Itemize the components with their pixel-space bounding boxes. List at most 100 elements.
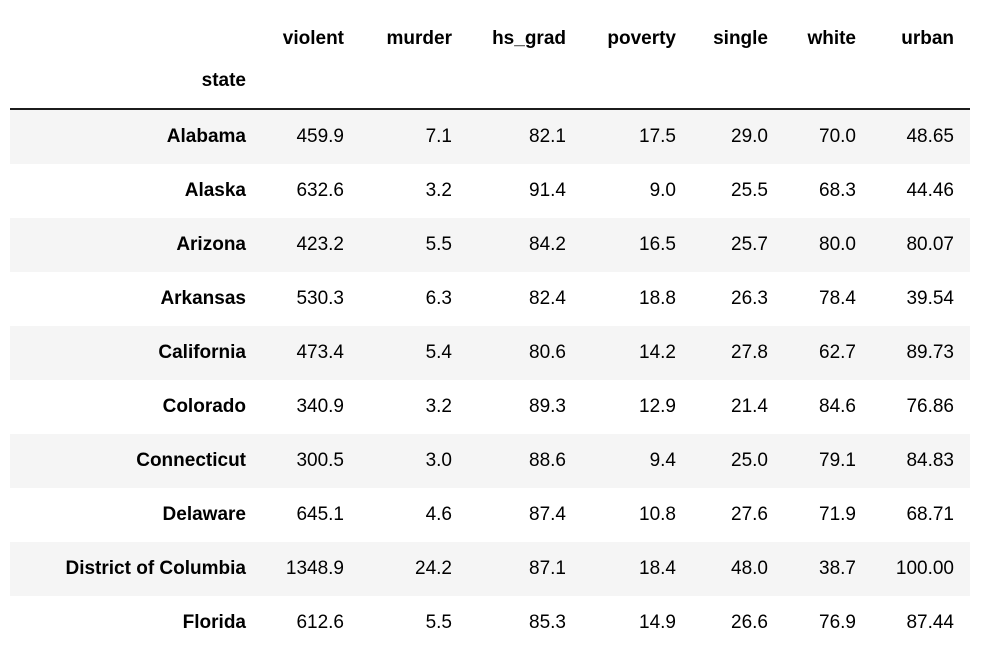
table-row: California 473.4 5.4 80.6 14.2 27.8 62.7 89.73 <box>10 326 970 380</box>
cell: 25.7 <box>731 234 768 255</box>
column-header: single <box>713 28 768 49</box>
cell: 84.6 <box>819 396 856 417</box>
column-header: hs_grad <box>492 28 566 49</box>
index-name-row: state <box>10 64 970 110</box>
column-header: violent <box>282 28 344 49</box>
cell: 87.4 <box>529 504 566 525</box>
table-row: Alabama 459.9 7.1 82.1 17.5 29.0 70.0 48.65 <box>10 109 970 164</box>
table-row: Florida 612.6 5.5 85.3 14.9 26.6 76.9 87.44 <box>10 596 970 650</box>
cell: 76.9 <box>819 612 856 633</box>
row-label: Colorado <box>162 396 246 417</box>
cell: 21.4 <box>731 396 768 417</box>
index-name-label: state <box>10 64 262 110</box>
header-spacer <box>262 64 360 110</box>
cell: 17.5 <box>639 126 676 147</box>
cell: 9.4 <box>649 450 676 471</box>
row-label: Connecticut <box>136 450 246 471</box>
state-crime-table: violent murder hs_grad poverty single white ur… <box>10 10 970 650</box>
row-label: District of Columbia <box>65 558 246 579</box>
cell: 44.46 <box>906 180 954 201</box>
table-row: Colorado 340.9 3.2 89.3 12.9 21.4 84.6 76.86 <box>10 380 970 434</box>
header-spacer <box>468 64 582 110</box>
table-row: Alaska 632.6 3.2 91.4 9.0 25.5 68.3 44.46 <box>10 164 970 218</box>
cell: 4.6 <box>425 504 452 525</box>
cell: 89.3 <box>529 396 566 417</box>
cell: 3.2 <box>425 396 452 417</box>
cell: 5.5 <box>425 612 452 633</box>
cell: 84.2 <box>529 234 566 255</box>
cell: 39.54 <box>906 288 954 309</box>
cell: 473.4 <box>296 342 344 363</box>
cell: 1348.9 <box>285 558 344 579</box>
cell: 26.6 <box>731 612 768 633</box>
table-row: District of Columbia 1348.9 24.2 87.1 18.4 48… <box>10 542 970 596</box>
table-header: violent murder hs_grad poverty single white ur… <box>10 10 970 110</box>
cell: 38.7 <box>819 558 856 579</box>
table-row: Arkansas 530.3 6.3 82.4 18.8 26.3 78.4 39.54 <box>10 272 970 326</box>
cell: 5.5 <box>425 234 452 255</box>
cell: 632.6 <box>296 180 344 201</box>
dataframe-output: violent murder hs_grad poverty single white ur… <box>10 10 970 650</box>
row-label: Delaware <box>162 504 246 525</box>
cell: 12.9 <box>639 396 676 417</box>
cell: 27.6 <box>731 504 768 525</box>
cell: 9.0 <box>649 180 676 201</box>
header-spacer <box>872 64 970 110</box>
cell: 80.0 <box>819 234 856 255</box>
cell: 84.83 <box>906 450 954 471</box>
cell: 79.1 <box>819 450 856 471</box>
cell: 16.5 <box>639 234 676 255</box>
row-label: Arizona <box>176 234 246 255</box>
table-body: Alabama 459.9 7.1 82.1 17.5 29.0 70.0 48.65 Alas… <box>10 109 970 650</box>
cell: 91.4 <box>529 180 566 201</box>
row-label: Alabama <box>166 126 246 147</box>
cell: 71.9 <box>819 504 856 525</box>
cell: 80.07 <box>906 234 954 255</box>
cell: 24.2 <box>415 558 452 579</box>
cell: 25.5 <box>731 180 768 201</box>
cell: 88.6 <box>529 450 566 471</box>
cell: 18.8 <box>639 288 676 309</box>
cell: 78.4 <box>819 288 856 309</box>
column-header-row: violent murder hs_grad poverty single white ur… <box>10 10 970 64</box>
cell: 530.3 <box>296 288 344 309</box>
cell: 5.4 <box>425 342 452 363</box>
cell: 459.9 <box>296 126 344 147</box>
cell: 29.0 <box>731 126 768 147</box>
cell: 10.8 <box>639 504 676 525</box>
cell: 76.86 <box>906 396 954 417</box>
cell: 14.2 <box>639 342 676 363</box>
cell: 18.4 <box>639 558 676 579</box>
cell: 48.0 <box>731 558 768 579</box>
header-spacer <box>692 64 784 110</box>
column-header: urban <box>901 28 954 49</box>
header-spacer <box>360 64 468 110</box>
index-column-spacer <box>10 10 262 64</box>
cell: 3.0 <box>425 450 452 471</box>
column-header: white <box>807 28 856 49</box>
cell: 25.0 <box>731 450 768 471</box>
table-row: Arizona 423.2 5.5 84.2 16.5 25.7 80.0 80.07 <box>10 218 970 272</box>
cell: 85.3 <box>529 612 566 633</box>
row-label: Alaska <box>184 180 246 201</box>
cell: 68.3 <box>819 180 856 201</box>
cell: 68.71 <box>906 504 954 525</box>
cell: 89.73 <box>906 342 954 363</box>
cell: 80.6 <box>529 342 566 363</box>
cell: 612.6 <box>296 612 344 633</box>
cell: 27.8 <box>731 342 768 363</box>
row-label: California <box>158 342 246 363</box>
cell: 645.1 <box>296 504 344 525</box>
row-label: Florida <box>182 612 246 633</box>
cell: 87.1 <box>529 558 566 579</box>
cell: 6.3 <box>425 288 452 309</box>
column-header: murder <box>386 28 452 49</box>
header-spacer <box>582 64 692 110</box>
header-spacer <box>784 64 872 110</box>
cell: 100.00 <box>895 558 954 579</box>
cell: 70.0 <box>819 126 856 147</box>
cell: 7.1 <box>425 126 452 147</box>
row-label: Arkansas <box>160 288 246 309</box>
table-row: Connecticut 300.5 3.0 88.6 9.4 25.0 79.1 84.83 <box>10 434 970 488</box>
cell: 87.44 <box>906 612 954 633</box>
